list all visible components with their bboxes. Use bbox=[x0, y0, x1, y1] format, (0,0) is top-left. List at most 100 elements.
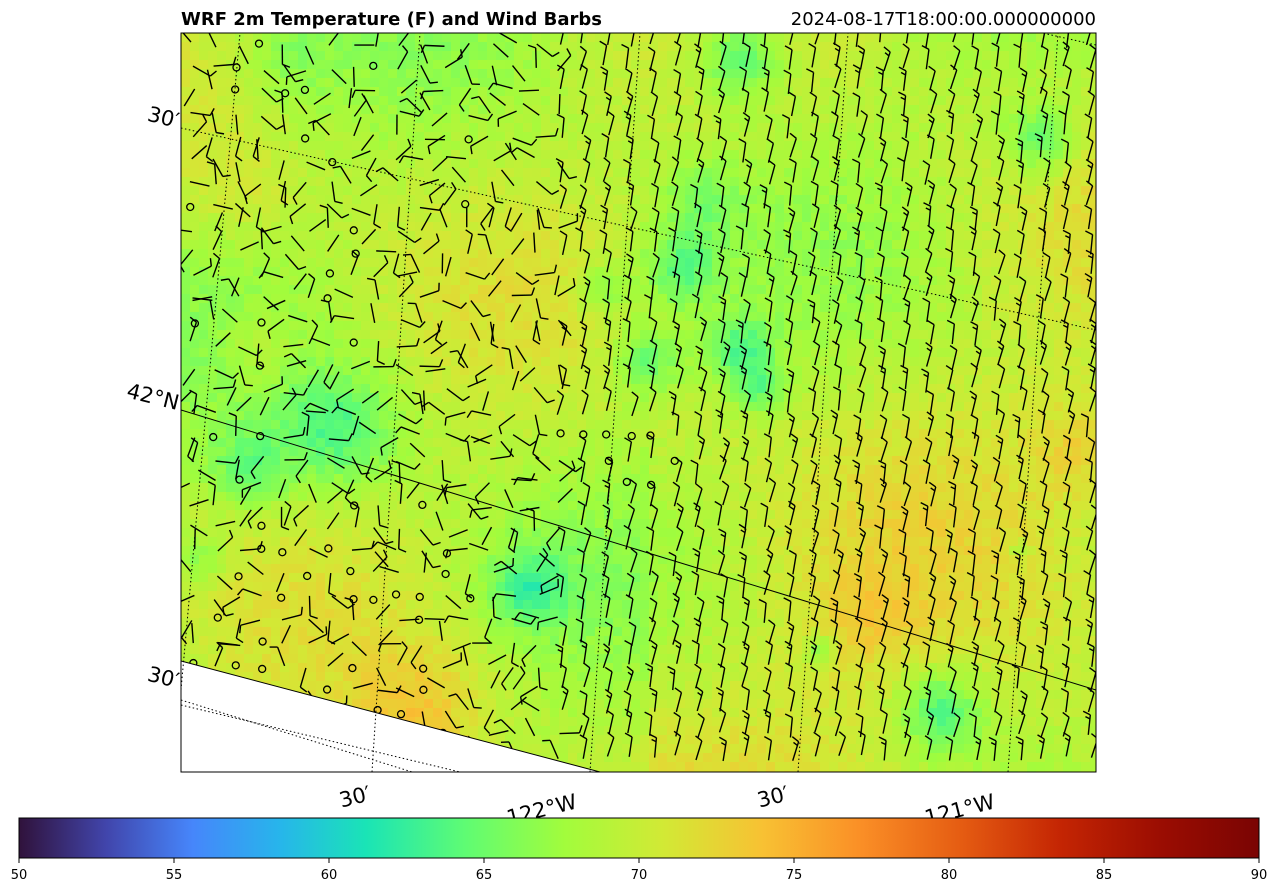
temperature-cell bbox=[406, 357, 416, 367]
temperature-cell bbox=[1009, 384, 1019, 394]
temperature-cell bbox=[1072, 267, 1082, 277]
temperature-cell bbox=[748, 375, 758, 385]
temperature-cell bbox=[694, 222, 704, 232]
temperature-cell bbox=[730, 429, 740, 439]
temperature-cell bbox=[442, 420, 452, 430]
temperature-cell bbox=[541, 339, 551, 349]
temperature-cell bbox=[910, 411, 920, 421]
temperature-cell bbox=[784, 78, 794, 88]
temperature-cell bbox=[838, 357, 848, 367]
temperature-cell bbox=[847, 303, 857, 313]
temperature-cell bbox=[649, 159, 659, 169]
temperature-cell bbox=[415, 123, 425, 133]
temperature-cell bbox=[298, 60, 308, 70]
temperature-cell bbox=[253, 159, 263, 169]
temperature-cell bbox=[820, 465, 830, 475]
temperature-cell bbox=[523, 60, 533, 70]
temperature-cell bbox=[505, 258, 515, 268]
temperature-cell bbox=[1027, 60, 1037, 70]
temperature-cell bbox=[199, 177, 209, 187]
temperature-cell bbox=[748, 402, 758, 412]
temperature-cell bbox=[487, 312, 497, 322]
temperature-cell bbox=[406, 87, 416, 97]
temperature-cell bbox=[235, 285, 245, 295]
temperature-cell bbox=[595, 456, 605, 466]
temperature-cell bbox=[838, 402, 848, 412]
temperature-cell bbox=[667, 231, 677, 241]
temperature-cell bbox=[793, 105, 803, 115]
temperature-cell bbox=[901, 87, 911, 97]
temperature-cell bbox=[658, 78, 668, 88]
temperature-cell bbox=[541, 141, 551, 151]
temperature-cell bbox=[811, 141, 821, 151]
temperature-cell bbox=[307, 177, 317, 187]
temperature-cell bbox=[964, 51, 974, 61]
temperature-cell bbox=[289, 114, 299, 124]
temperature-cell bbox=[370, 195, 380, 205]
temperature-cell bbox=[883, 69, 893, 79]
temperature-cell bbox=[928, 456, 938, 466]
temperature-cell bbox=[919, 258, 929, 268]
temperature-cell bbox=[451, 276, 461, 286]
temperature-cell bbox=[622, 240, 632, 250]
temperature-cell bbox=[505, 60, 515, 70]
temperature-cell bbox=[1054, 141, 1064, 151]
temperature-cell bbox=[802, 411, 812, 421]
temperature-cell bbox=[181, 105, 191, 115]
temperature-cell bbox=[1000, 168, 1010, 178]
temperature-cell bbox=[523, 321, 533, 331]
temperature-cell bbox=[694, 402, 704, 412]
temperature-cell bbox=[550, 231, 560, 241]
temperature-cell bbox=[541, 402, 551, 412]
temperature-cell bbox=[505, 69, 515, 79]
temperature-cell bbox=[550, 240, 560, 250]
temperature-cell bbox=[208, 375, 218, 385]
temperature-cell bbox=[802, 294, 812, 304]
temperature-cell bbox=[226, 447, 236, 457]
temperature-cell bbox=[316, 141, 326, 151]
temperature-cell bbox=[289, 87, 299, 97]
temperature-cell bbox=[316, 33, 326, 43]
temperature-cell bbox=[514, 231, 524, 241]
temperature-cell bbox=[541, 33, 551, 43]
temperature-cell bbox=[307, 105, 317, 115]
temperature-cell bbox=[937, 186, 947, 196]
temperature-cell bbox=[1054, 456, 1064, 466]
temperature-cell bbox=[433, 159, 443, 169]
temperature-cell bbox=[235, 213, 245, 223]
temperature-cell bbox=[982, 42, 992, 52]
temperature-cell bbox=[217, 330, 227, 340]
temperature-cell bbox=[262, 150, 272, 160]
temperature-cell bbox=[802, 33, 812, 43]
temperature-cell bbox=[235, 51, 245, 61]
temperature-cell bbox=[973, 177, 983, 187]
temperature-cell bbox=[550, 213, 560, 223]
temperature-cell bbox=[640, 285, 650, 295]
temperature-cell bbox=[199, 303, 209, 313]
temperature-cell bbox=[613, 204, 623, 214]
temperature-cell bbox=[415, 168, 425, 178]
temperature-cell bbox=[622, 204, 632, 214]
temperature-cell bbox=[388, 312, 398, 322]
temperature-cell bbox=[442, 204, 452, 214]
temperature-cell bbox=[622, 213, 632, 223]
temperature-cell bbox=[406, 78, 416, 88]
temperature-cell bbox=[514, 438, 524, 448]
temperature-cell bbox=[955, 276, 965, 286]
temperature-cell bbox=[973, 375, 983, 385]
temperature-cell bbox=[649, 285, 659, 295]
temperature-cell bbox=[523, 366, 533, 376]
temperature-cell bbox=[667, 69, 677, 79]
temperature-cell bbox=[433, 447, 443, 457]
temperature-cell bbox=[955, 402, 965, 412]
temperature-cell bbox=[352, 294, 362, 304]
temperature-cell bbox=[424, 402, 434, 412]
temperature-cell bbox=[334, 114, 344, 124]
temperature-cell bbox=[1045, 87, 1055, 97]
temperature-cell bbox=[370, 267, 380, 277]
temperature-cell bbox=[559, 411, 569, 421]
temperature-cell bbox=[406, 330, 416, 340]
temperature-cell bbox=[892, 411, 902, 421]
temperature-cell bbox=[487, 357, 497, 367]
temperature-cell bbox=[802, 186, 812, 196]
